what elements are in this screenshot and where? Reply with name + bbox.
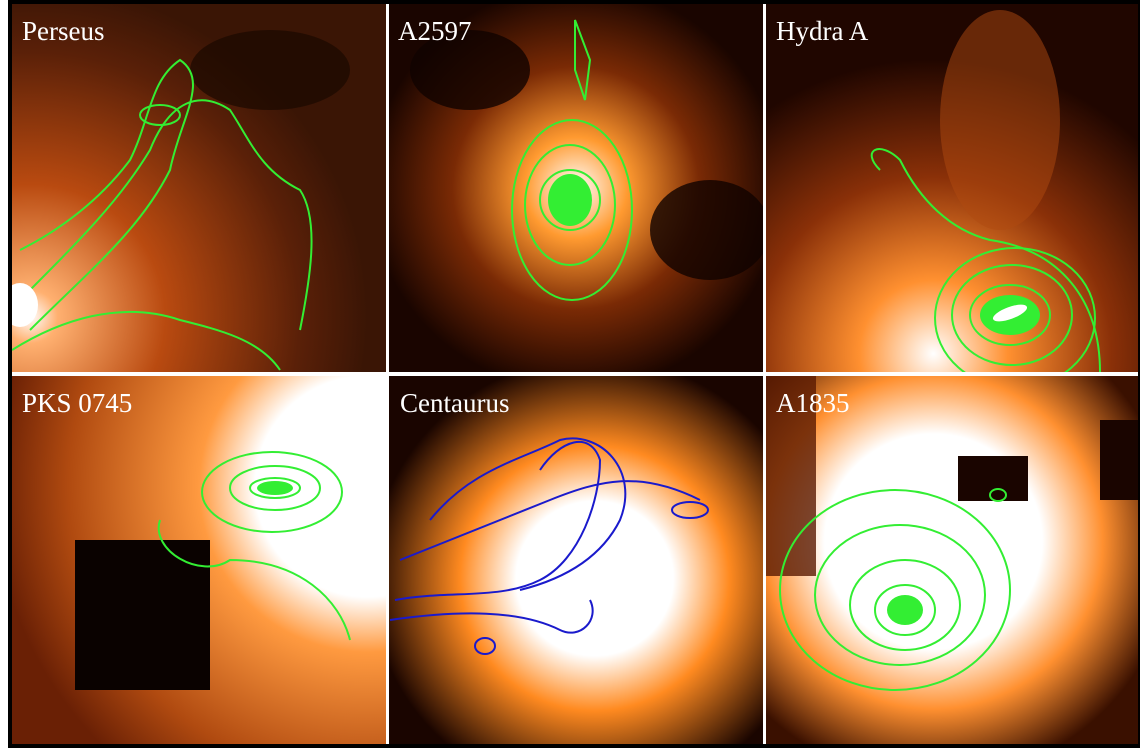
panel: Hydra A [766,4,1138,372]
cavity [75,540,210,690]
core [548,174,592,226]
panel: PKS 0745 [12,376,386,744]
panel: Perseus [12,4,386,372]
contour [201,451,343,533]
nucleus [992,304,1028,322]
contour [389,599,594,634]
contour [474,637,496,655]
panel-label: Perseus [22,16,105,46]
contour [157,519,351,641]
panel: A2597 [389,4,763,372]
cavity [410,30,530,110]
contour [399,480,701,561]
panel-label: A1835 [776,388,850,418]
contour [814,524,986,666]
nucleus [12,283,38,327]
panel-label: Hydra A [776,16,869,46]
panel: Centaurus [389,376,763,744]
contour [19,58,194,331]
contour [849,559,961,651]
cavity [958,456,1028,501]
contour [139,104,181,126]
contour [934,247,1096,372]
image [766,376,1138,744]
contour [779,489,1011,691]
contour [969,284,1051,346]
contour [429,437,627,591]
contour [524,144,616,266]
contour [249,477,301,499]
panel-label: PKS 0745 [22,388,132,418]
panel-label: Centaurus [400,388,509,418]
panel: A1835 [766,376,1138,744]
shadow [766,376,816,576]
contour [870,148,1101,372]
image [389,376,763,744]
contour [394,440,602,601]
core [257,481,293,495]
contour [12,310,281,371]
contour [671,501,709,519]
shadow [1100,420,1138,500]
contour [989,488,1007,502]
contour [229,465,321,511]
contour [574,19,592,101]
contour [511,119,633,301]
contour [874,584,936,636]
contour [19,99,313,331]
cavity [190,30,350,110]
core [887,595,923,625]
cavity [650,180,763,280]
contour [539,169,601,231]
contour [951,264,1073,366]
emission [940,10,1060,230]
panel-label: A2597 [398,16,472,46]
